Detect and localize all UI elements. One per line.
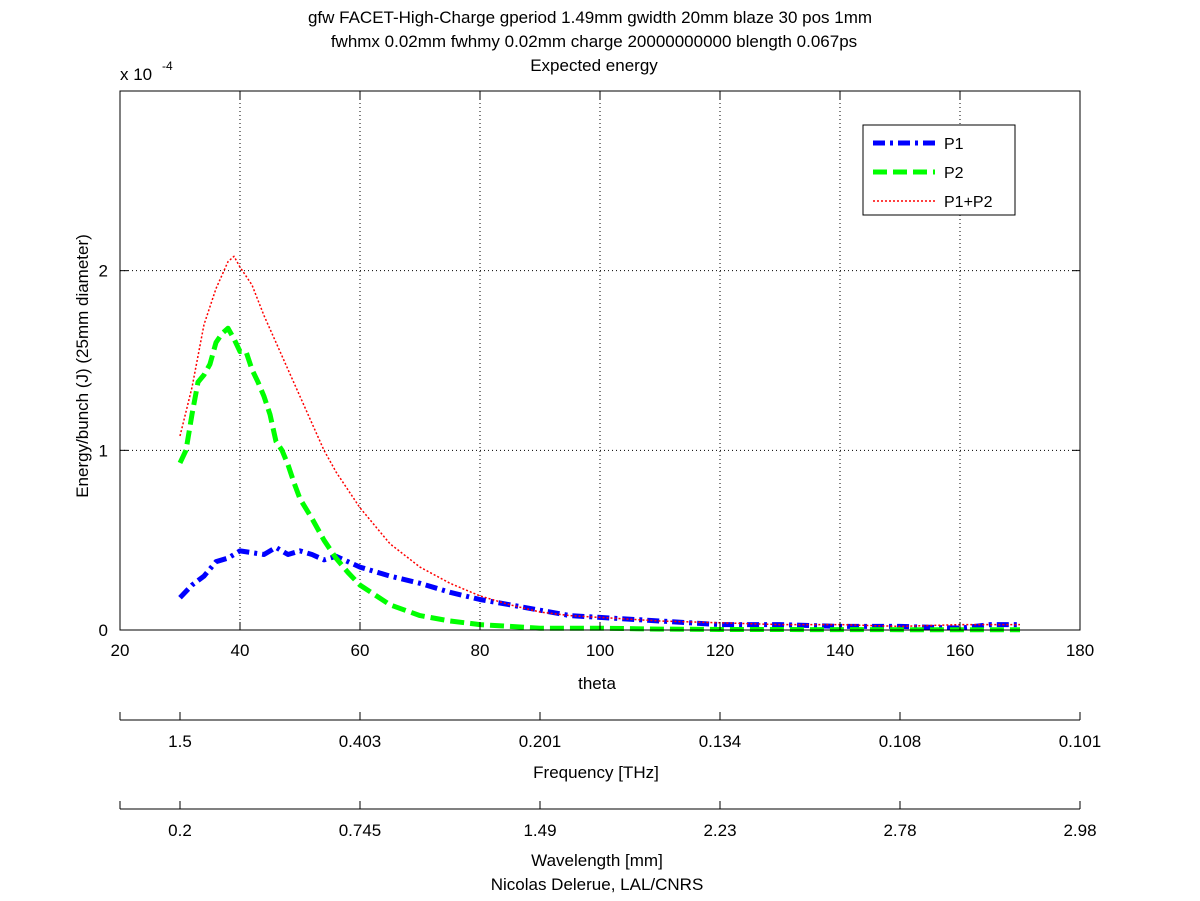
chart-title-line-3: Expected energy — [530, 56, 658, 75]
secondary-tick-label: 0.745 — [339, 821, 382, 840]
frequency-axis: 1.5 0.403 0.201 0.134 0.108 0.101 — [119, 712, 1102, 751]
x-axis-ticks: 20 40 60 80 100 120 140 160 180 — [111, 91, 1094, 660]
x-axis-label: theta — [578, 674, 616, 693]
y-exponent-label: x 10 — [120, 65, 152, 84]
secondary-tick-label: 0.108 — [879, 732, 922, 751]
series-line-p1-plus-p2 — [179, 255, 1020, 628]
secondary-tick-label: 0.2 — [168, 821, 192, 840]
secondary-tick-label: 2.23 — [703, 821, 736, 840]
legend: P1 P2 P1+P2 — [862, 124, 1016, 216]
x-tick-label: 100 — [586, 641, 614, 660]
secondary-tick-label: 0.403 — [339, 732, 382, 751]
frequency-axis-label: Frequency [THz] — [533, 763, 659, 782]
secondary-tick-label: 1.5 — [168, 732, 192, 751]
secondary-tick-label: 0.101 — [1059, 732, 1102, 751]
legend-label: P1 — [944, 136, 964, 153]
series-line-p2 — [177, 325, 1020, 633]
y-axis-label: Energy/bunch (J) (25mm diameter) — [73, 234, 92, 498]
x-tick-label: 180 — [1066, 641, 1094, 660]
credit-text: Nicolas Delerue, LAL/CNRS — [491, 875, 704, 894]
y-tick-label: 2 — [99, 262, 108, 281]
x-tick-label: 140 — [826, 641, 854, 660]
wavelength-axis: 0.2 0.745 1.49 2.23 2.78 2.98 — [119, 801, 1097, 840]
chart-title-line-2: fwhmx 0.02mm fwhmy 0.02mm charge 2000000… — [331, 32, 857, 51]
x-tick-label: 80 — [471, 641, 490, 660]
y-tick-label: 1 — [99, 441, 108, 460]
y-tick-label: 0 — [99, 621, 108, 640]
y-axis-ticks: 0 1 2 — [99, 262, 1080, 640]
x-tick-label: 40 — [231, 641, 250, 660]
legend-label: P2 — [944, 165, 964, 182]
x-tick-label: 160 — [946, 641, 974, 660]
secondary-tick-label: 1.49 — [523, 821, 556, 840]
legend-label: P1+P2 — [944, 194, 993, 211]
chart-title-line-1: gfw FACET-High-Charge gperiod 1.49mm gwi… — [308, 8, 872, 27]
secondary-tick-label: 0.134 — [699, 732, 742, 751]
x-tick-label: 120 — [706, 641, 734, 660]
secondary-tick-label: 0.201 — [519, 732, 562, 751]
x-tick-label: 20 — [111, 641, 130, 660]
series-lines — [177, 255, 1020, 633]
x-tick-label: 60 — [351, 641, 370, 660]
secondary-tick-label: 2.78 — [883, 821, 916, 840]
legend-box — [862, 124, 1016, 216]
secondary-tick-label: 2.98 — [1063, 821, 1096, 840]
wavelength-axis-label: Wavelength [mm] — [531, 851, 663, 870]
y-exponent-power: -4 — [162, 59, 173, 73]
series-line-p1 — [178, 544, 1020, 631]
